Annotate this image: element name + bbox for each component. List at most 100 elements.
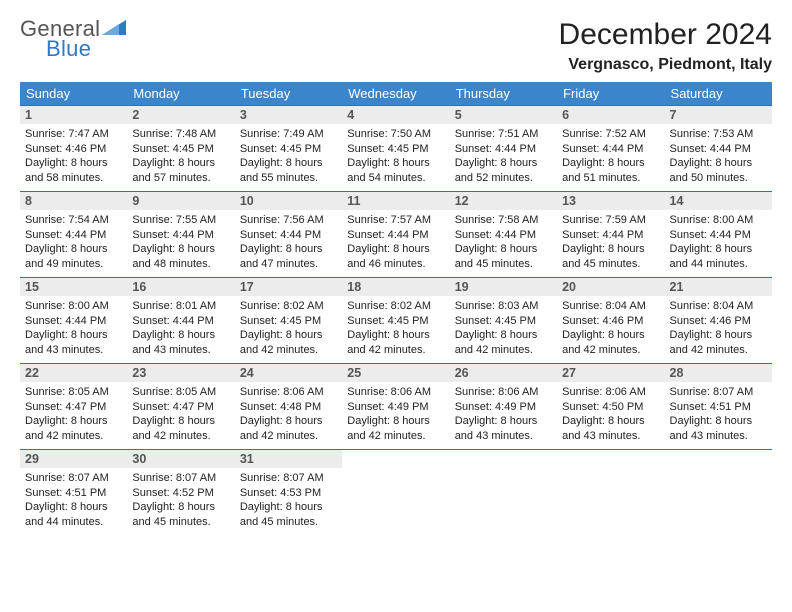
calendar-day-cell: 14Sunrise: 8:00 AMSunset: 4:44 PMDayligh… xyxy=(665,192,772,278)
sunrise-line: Sunrise: 8:03 AM xyxy=(455,299,552,314)
day-details: Sunrise: 8:07 AMSunset: 4:51 PMDaylight:… xyxy=(20,468,127,532)
calendar-day-cell: 10Sunrise: 7:56 AMSunset: 4:44 PMDayligh… xyxy=(235,192,342,278)
calendar-day-cell: 24Sunrise: 8:06 AMSunset: 4:48 PMDayligh… xyxy=(235,364,342,450)
weekday-header: Friday xyxy=(557,82,664,106)
calendar-day-cell: .. xyxy=(557,450,664,536)
sunrise-line: Sunrise: 8:07 AM xyxy=(670,385,767,400)
day-details: Sunrise: 7:54 AMSunset: 4:44 PMDaylight:… xyxy=(20,210,127,274)
sunset-line: Sunset: 4:45 PM xyxy=(347,314,444,329)
day-number: 13 xyxy=(557,192,664,210)
day-details: Sunrise: 7:57 AMSunset: 4:44 PMDaylight:… xyxy=(342,210,449,274)
sunrise-line: Sunrise: 8:06 AM xyxy=(240,385,337,400)
sunset-line: Sunset: 4:44 PM xyxy=(240,228,337,243)
day-details: Sunrise: 8:05 AMSunset: 4:47 PMDaylight:… xyxy=(127,382,234,446)
day-number: 26 xyxy=(450,364,557,382)
daylight-line: Daylight: 8 hours and 45 minutes. xyxy=(455,242,552,271)
day-details: Sunrise: 7:51 AMSunset: 4:44 PMDaylight:… xyxy=(450,124,557,188)
day-number: 19 xyxy=(450,278,557,296)
day-number: 16 xyxy=(127,278,234,296)
calendar-day-cell: 5Sunrise: 7:51 AMSunset: 4:44 PMDaylight… xyxy=(450,106,557,192)
calendar-day-cell: 29Sunrise: 8:07 AMSunset: 4:51 PMDayligh… xyxy=(20,450,127,536)
calendar-day-cell: 23Sunrise: 8:05 AMSunset: 4:47 PMDayligh… xyxy=(127,364,234,450)
sunrise-line: Sunrise: 8:06 AM xyxy=(455,385,552,400)
sunset-line: Sunset: 4:49 PM xyxy=(455,400,552,415)
weekday-header: Sunday xyxy=(20,82,127,106)
sunset-line: Sunset: 4:44 PM xyxy=(455,228,552,243)
weekday-header: Saturday xyxy=(665,82,772,106)
calendar-day-cell: 19Sunrise: 8:03 AMSunset: 4:45 PMDayligh… xyxy=(450,278,557,364)
calendar-day-cell: 28Sunrise: 8:07 AMSunset: 4:51 PMDayligh… xyxy=(665,364,772,450)
daylight-line: Daylight: 8 hours and 42 minutes. xyxy=(240,414,337,443)
daylight-line: Daylight: 8 hours and 44 minutes. xyxy=(670,242,767,271)
day-number: 25 xyxy=(342,364,449,382)
day-number: 29 xyxy=(20,450,127,468)
day-details: Sunrise: 7:50 AMSunset: 4:45 PMDaylight:… xyxy=(342,124,449,188)
sunset-line: Sunset: 4:44 PM xyxy=(132,314,229,329)
sunrise-line: Sunrise: 8:05 AM xyxy=(25,385,122,400)
sunset-line: Sunset: 4:47 PM xyxy=(25,400,122,415)
daylight-line: Daylight: 8 hours and 58 minutes. xyxy=(25,156,122,185)
calendar-week-row: 8Sunrise: 7:54 AMSunset: 4:44 PMDaylight… xyxy=(20,192,772,278)
logo-text-blue: Blue xyxy=(46,38,128,60)
day-details: Sunrise: 8:02 AMSunset: 4:45 PMDaylight:… xyxy=(342,296,449,360)
daylight-line: Daylight: 8 hours and 50 minutes. xyxy=(670,156,767,185)
calendar-day-cell: 18Sunrise: 8:02 AMSunset: 4:45 PMDayligh… xyxy=(342,278,449,364)
sunset-line: Sunset: 4:44 PM xyxy=(562,142,659,157)
calendar-day-cell: 25Sunrise: 8:06 AMSunset: 4:49 PMDayligh… xyxy=(342,364,449,450)
calendar-day-cell: 22Sunrise: 8:05 AMSunset: 4:47 PMDayligh… xyxy=(20,364,127,450)
sunrise-line: Sunrise: 8:05 AM xyxy=(132,385,229,400)
sunrise-line: Sunrise: 7:58 AM xyxy=(455,213,552,228)
day-number: 31 xyxy=(235,450,342,468)
daylight-line: Daylight: 8 hours and 57 minutes. xyxy=(132,156,229,185)
sunset-line: Sunset: 4:47 PM xyxy=(132,400,229,415)
calendar-day-cell: .. xyxy=(342,450,449,536)
location-label: Vergnasco, Piedmont, Italy xyxy=(559,56,772,74)
calendar-day-cell: 9Sunrise: 7:55 AMSunset: 4:44 PMDaylight… xyxy=(127,192,234,278)
daylight-line: Daylight: 8 hours and 42 minutes. xyxy=(455,328,552,357)
day-details: Sunrise: 7:48 AMSunset: 4:45 PMDaylight:… xyxy=(127,124,234,188)
daylight-line: Daylight: 8 hours and 42 minutes. xyxy=(562,328,659,357)
day-details: Sunrise: 8:04 AMSunset: 4:46 PMDaylight:… xyxy=(557,296,664,360)
sunset-line: Sunset: 4:44 PM xyxy=(670,228,767,243)
sunrise-line: Sunrise: 8:04 AM xyxy=(562,299,659,314)
day-number: 23 xyxy=(127,364,234,382)
daylight-line: Daylight: 8 hours and 48 minutes. xyxy=(132,242,229,271)
day-number: 17 xyxy=(235,278,342,296)
sunset-line: Sunset: 4:46 PM xyxy=(670,314,767,329)
sunrise-line: Sunrise: 8:07 AM xyxy=(132,471,229,486)
daylight-line: Daylight: 8 hours and 54 minutes. xyxy=(347,156,444,185)
daylight-line: Daylight: 8 hours and 43 minutes. xyxy=(670,414,767,443)
title-block: December 2024 Vergnasco, Piedmont, Italy xyxy=(559,18,772,74)
sunset-line: Sunset: 4:53 PM xyxy=(240,486,337,501)
calendar-day-cell: 31Sunrise: 8:07 AMSunset: 4:53 PMDayligh… xyxy=(235,450,342,536)
weekday-header: Tuesday xyxy=(235,82,342,106)
day-number: 1 xyxy=(20,106,127,124)
sunset-line: Sunset: 4:45 PM xyxy=(132,142,229,157)
daylight-line: Daylight: 8 hours and 52 minutes. xyxy=(455,156,552,185)
day-number: 22 xyxy=(20,364,127,382)
day-number: 12 xyxy=(450,192,557,210)
sunset-line: Sunset: 4:44 PM xyxy=(25,228,122,243)
sunrise-line: Sunrise: 7:59 AM xyxy=(562,213,659,228)
calendar-day-cell: 13Sunrise: 7:59 AMSunset: 4:44 PMDayligh… xyxy=(557,192,664,278)
weekday-header: Monday xyxy=(127,82,234,106)
daylight-line: Daylight: 8 hours and 44 minutes. xyxy=(25,500,122,529)
day-details: Sunrise: 8:04 AMSunset: 4:46 PMDaylight:… xyxy=(665,296,772,360)
day-details: Sunrise: 8:06 AMSunset: 4:48 PMDaylight:… xyxy=(235,382,342,446)
calendar-day-cell: 1Sunrise: 7:47 AMSunset: 4:46 PMDaylight… xyxy=(20,106,127,192)
calendar-table: Sunday Monday Tuesday Wednesday Thursday… xyxy=(20,82,772,536)
day-details: Sunrise: 7:53 AMSunset: 4:44 PMDaylight:… xyxy=(665,124,772,188)
sunrise-line: Sunrise: 8:07 AM xyxy=(25,471,122,486)
calendar-day-cell: 2Sunrise: 7:48 AMSunset: 4:45 PMDaylight… xyxy=(127,106,234,192)
sunset-line: Sunset: 4:45 PM xyxy=(240,142,337,157)
sunrise-line: Sunrise: 7:50 AM xyxy=(347,127,444,142)
sunrise-line: Sunrise: 8:06 AM xyxy=(562,385,659,400)
calendar-day-cell: 6Sunrise: 7:52 AMSunset: 4:44 PMDaylight… xyxy=(557,106,664,192)
day-details: Sunrise: 7:59 AMSunset: 4:44 PMDaylight:… xyxy=(557,210,664,274)
sunrise-line: Sunrise: 7:53 AM xyxy=(670,127,767,142)
day-details: Sunrise: 8:02 AMSunset: 4:45 PMDaylight:… xyxy=(235,296,342,360)
sunrise-line: Sunrise: 7:51 AM xyxy=(455,127,552,142)
daylight-line: Daylight: 8 hours and 42 minutes. xyxy=(347,328,444,357)
day-details: Sunrise: 8:05 AMSunset: 4:47 PMDaylight:… xyxy=(20,382,127,446)
day-details: Sunrise: 7:47 AMSunset: 4:46 PMDaylight:… xyxy=(20,124,127,188)
